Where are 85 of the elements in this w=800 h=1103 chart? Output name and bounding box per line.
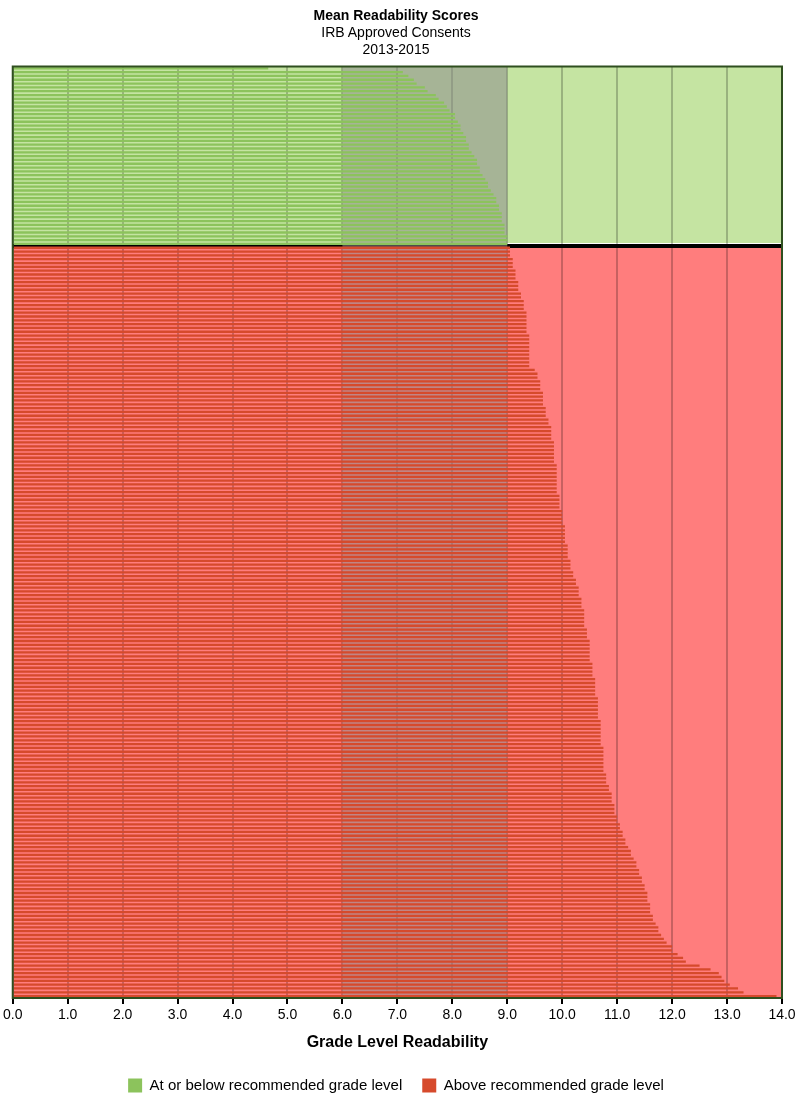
bar: [13, 838, 626, 841]
bar: [13, 693, 596, 696]
bar: [13, 544, 568, 547]
chart-title: Mean Readability Scores: [313, 7, 479, 24]
bar: [13, 128, 461, 131]
bar: [13, 861, 637, 864]
x-tick-label: 5.0: [277, 1006, 298, 1023]
bar: [13, 464, 557, 467]
bar: [13, 922, 656, 925]
x-tick-label: 7.0: [387, 1006, 408, 1023]
x-tick-label: 4.0: [222, 1006, 243, 1023]
bar: [13, 632, 587, 635]
bar: [13, 483, 557, 486]
bar: [13, 86, 425, 89]
x-tick-label: 9.0: [497, 1006, 518, 1023]
bar: [13, 903, 651, 906]
bar: [13, 819, 618, 822]
bar: [13, 586, 579, 589]
bar: [13, 334, 530, 337]
bar: [13, 880, 642, 883]
x-tick-label: 0.0: [3, 1006, 23, 1023]
bar: [13, 292, 521, 295]
bar: [13, 105, 447, 108]
chart-subtitle: IRB Approved Consents 2013-2015: [321, 24, 471, 57]
bar: [13, 502, 560, 505]
legend-label: Above recommended grade level: [443, 1075, 664, 1093]
bar: [13, 525, 565, 528]
bar: [13, 460, 554, 463]
x-tick-label: 10.0: [548, 1006, 577, 1023]
x-tick-label: 12.0: [658, 1006, 686, 1023]
bar: [13, 674, 593, 677]
bar: [13, 716, 598, 719]
bar: [13, 800, 612, 803]
x-tick-label: 1.0: [57, 1006, 78, 1023]
bar: [13, 651, 590, 654]
bar: [13, 124, 461, 127]
bar: [13, 590, 579, 593]
bar: [13, 712, 598, 715]
bar: [13, 212, 502, 215]
bar: [13, 628, 587, 631]
bar: [13, 399, 543, 402]
bar: [13, 609, 585, 612]
bar: [13, 296, 521, 299]
bar: [13, 815, 618, 818]
bar: [13, 506, 560, 509]
bar: [13, 670, 593, 673]
bar: [13, 857, 634, 860]
x-axis-title: Grade Level Readability: [306, 1032, 489, 1050]
bar: [13, 250, 511, 253]
x-tick-label: 2.0: [112, 1006, 133, 1023]
bar: [13, 926, 659, 929]
bar: [13, 170, 480, 173]
bar: [13, 422, 549, 425]
x-tick-label: 6.0: [332, 1006, 353, 1023]
bar: [13, 796, 612, 799]
bar: [13, 777, 607, 780]
x-tick-label: 13.0: [713, 1006, 741, 1023]
bar: [13, 376, 538, 379]
bar: [13, 735, 601, 738]
x-tick-label: 8.0: [442, 1006, 463, 1023]
bar: [13, 254, 511, 257]
bar: [13, 380, 541, 383]
bar: [13, 166, 480, 169]
bar: [13, 273, 516, 276]
legend-label: At or below recommended grade level: [149, 1075, 403, 1093]
bar: [13, 758, 604, 761]
bar: [13, 884, 645, 887]
x-tick-label: 3.0: [167, 1006, 188, 1023]
bar: [13, 842, 626, 845]
bar: [13, 548, 568, 551]
bar: [13, 147, 469, 150]
bar: [13, 899, 648, 902]
bar: [13, 231, 505, 234]
bar: [13, 418, 549, 421]
bar: [13, 945, 673, 948]
bar: [13, 315, 527, 318]
bar: [13, 338, 530, 341]
bar: [13, 189, 491, 192]
bar: [13, 754, 604, 757]
bar: [13, 357, 530, 360]
x-tick-label: 11.0: [604, 1006, 631, 1023]
bar: [13, 208, 500, 211]
bar: [13, 441, 554, 444]
bar: [13, 567, 571, 570]
x-tick-label: 14.0: [768, 1006, 796, 1023]
